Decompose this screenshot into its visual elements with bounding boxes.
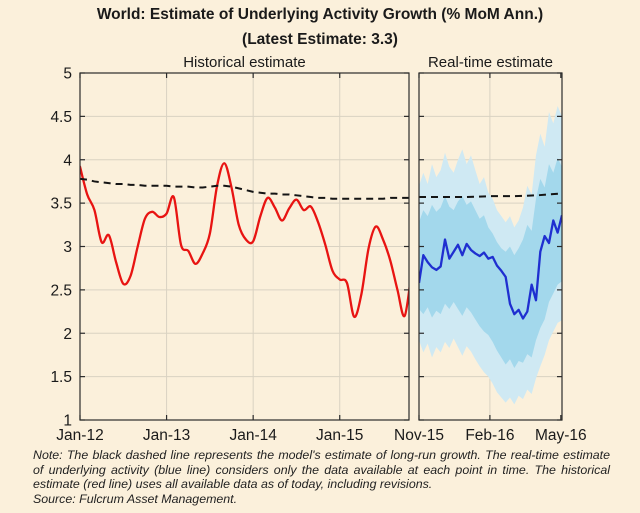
note-text: Note: The black dashed line represents t… <box>33 448 610 491</box>
chart-title-latest-estimate: (Latest Estimate: 3.3) <box>242 31 398 48</box>
x-tick-label: Jan-12 <box>56 427 103 444</box>
x-tick-label: Jan-13 <box>143 427 190 444</box>
y-tick-label: 5 <box>63 66 72 83</box>
real-time-estimate-panel: Nov-15 Feb-16 May-16 <box>394 72 587 444</box>
historical-estimate-panel: Jan-12 Jan-13 Jan-14 Jan-15 1 1.5 2 2.5 3 3.5 4 4.5… <box>50 66 410 444</box>
x-tick-label: Jan-15 <box>316 427 363 444</box>
y-tick-label: 2.5 <box>50 282 72 299</box>
chart-canvas: Jan-12 Jan-13 Jan-14 Jan-15 1 1.5 2 2.5 3 3.5 4 4.5… <box>50 66 587 445</box>
left-panel-title: Historical estimate <box>183 54 306 71</box>
y-tick-label: 3.5 <box>50 196 72 213</box>
y-tick-label: 1.5 <box>50 369 72 386</box>
y-tick-label: 3 <box>63 239 72 256</box>
x-tick-label: May-16 <box>535 427 587 444</box>
y-tick-label: 1 <box>63 413 72 430</box>
source-text: Source: Fulcrum Asset Management. <box>33 492 238 506</box>
long-run-growth-dashed-line <box>80 177 409 200</box>
chart-title: World: Estimate of Underlying Activity G… <box>96 6 544 23</box>
y-tick-label: 4 <box>63 152 72 169</box>
x-tick-label: Jan-14 <box>229 427 277 444</box>
x-tick-label: Feb-16 <box>465 427 514 444</box>
right-panel-title: Real-time estimate <box>427 54 554 71</box>
historical-estimate-red-line <box>80 162 409 318</box>
real-time-estimate-blue-line <box>419 214 562 320</box>
y-tick-label: 4.5 <box>50 109 72 126</box>
x-tick-label: Nov-15 <box>394 427 444 444</box>
y-tick-label: 2 <box>63 326 72 343</box>
